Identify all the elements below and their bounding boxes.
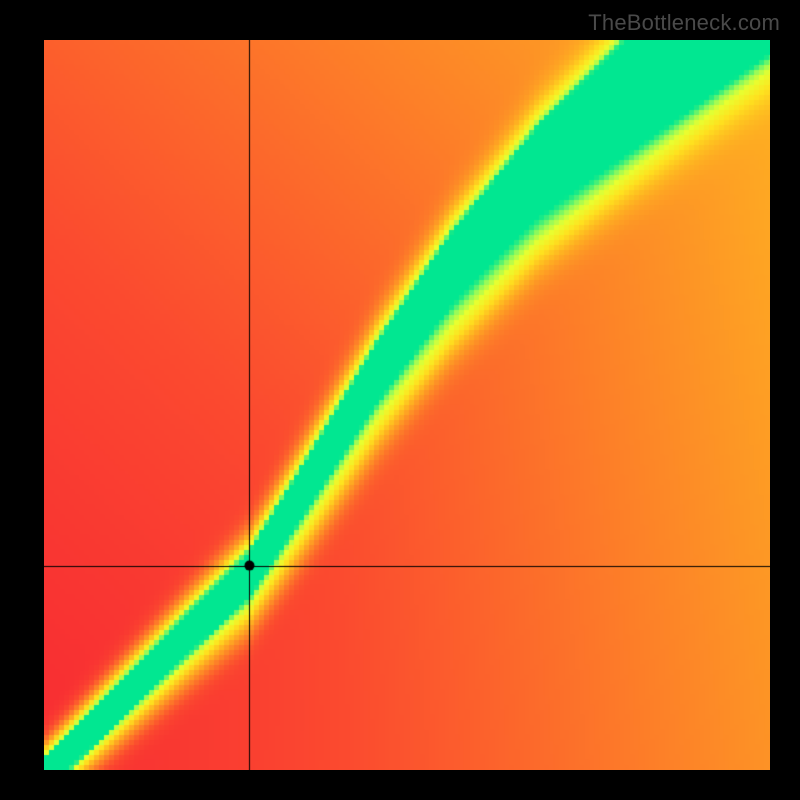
plot-area [44,40,770,770]
heatmap-canvas [44,40,770,770]
watermark-text: TheBottleneck.com [588,10,780,36]
figure-root: TheBottleneck.com [0,0,800,800]
